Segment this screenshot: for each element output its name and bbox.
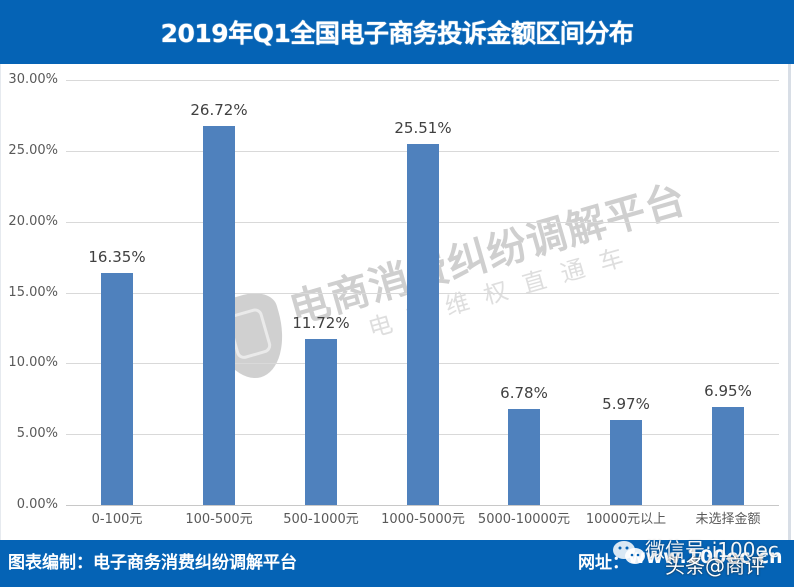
footer-credit: 图表编制：电子商务消费纠纷调解平台 [8,553,297,573]
x-tick-label: 未选择金额 [695,512,761,527]
footer-url: www.100ec.cn [628,546,783,568]
bar-value-label: 16.35% [88,248,146,266]
y-tick-label: 10.00% [8,355,58,370]
bar-value-label: 6.95% [704,382,752,400]
x-tick-label: 100-500元 [185,512,253,527]
bar-value-label: 11.72% [292,314,350,332]
gridline [66,80,779,81]
y-tick-label: 30.00% [8,72,58,87]
toutiao-overlay: 头条@商评 [665,554,765,578]
y-tick-label: 25.00% [8,143,58,158]
bar [203,126,235,505]
x-tick-label: 5000-10000元 [477,512,571,527]
bar [305,339,337,505]
y-tick-label: 15.00% [8,285,58,300]
bar [712,407,744,505]
bar-value-label: 6.78% [500,384,548,402]
footer-url-label: 网址： [578,553,629,573]
x-tick-label: 500-1000元 [283,512,359,527]
x-tick-label: 1000-5000元 [381,512,465,527]
bar-value-label: 26.72% [190,101,248,119]
plot-area: 电商消费纠纷调解平台 电商维权直通车 0.00% 5.00% 10.00% 15.00… [0,0,794,540]
wechat-icon [613,541,645,564]
chart-footer: 图表编制：电子商务消费纠纷调解平台 网址： www.100ec.cn [0,540,794,587]
chart-title: 2019年Q1全国电子商务投诉金额区间分布 [160,19,634,48]
bar [610,420,642,505]
y-tick-label: 0.00% [16,497,58,512]
y-tick-label: 20.00% [8,214,58,229]
watermark-main-text: 电商消费纠纷调解平台 [284,176,692,334]
bar-value-label: 25.51% [394,119,452,137]
x-tick-label: 0-100元 [91,512,143,527]
chart-frame [0,64,791,540]
bar-value-label: 5.97% [602,395,650,413]
watermark-sub-text: 电商维权直通车 [365,238,642,344]
x-tick-label: 10000元以上 [585,512,667,527]
y-tick-label: 5.00% [16,426,58,441]
wechat-id-overlay: 微信号:i100ec [645,538,779,562]
bar [101,273,133,505]
chart-header: 2019年Q1全国电子商务投诉金额区间分布 [0,0,794,64]
x-axis-line [66,505,779,506]
bar [508,409,540,505]
bar [407,144,439,505]
